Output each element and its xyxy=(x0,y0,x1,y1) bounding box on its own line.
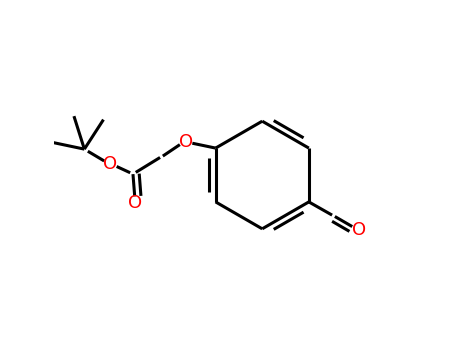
Text: O: O xyxy=(128,194,142,212)
Text: O: O xyxy=(179,133,193,151)
Text: O: O xyxy=(352,222,366,239)
Text: O: O xyxy=(103,155,117,173)
